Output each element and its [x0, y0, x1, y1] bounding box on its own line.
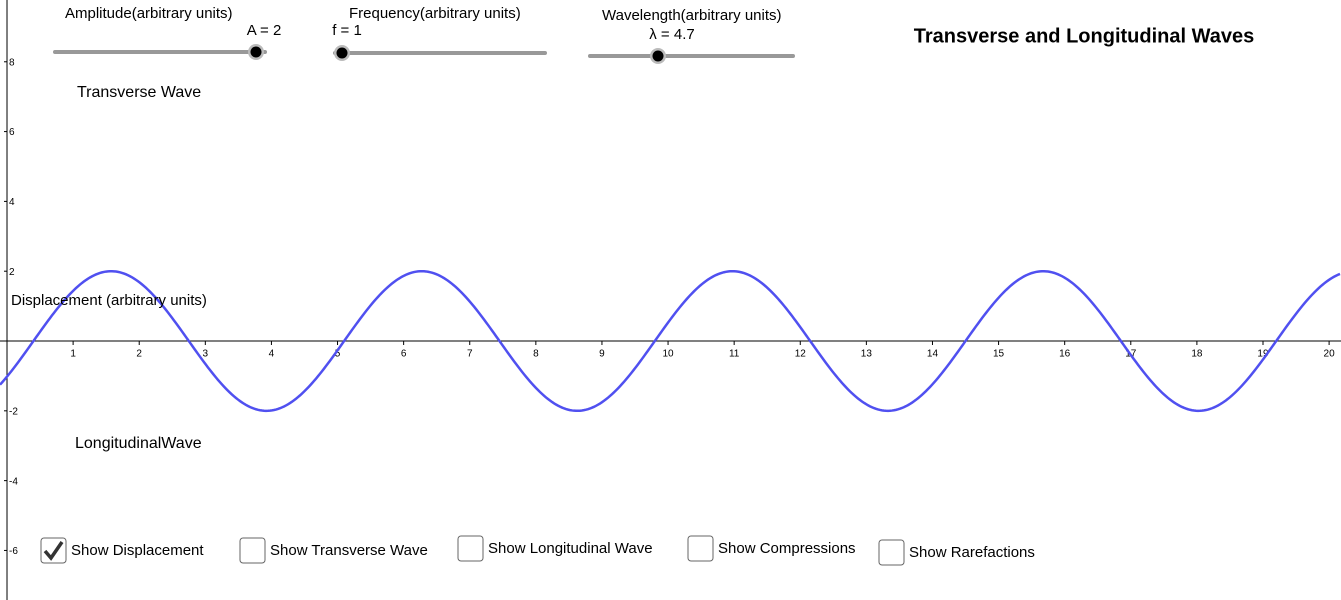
y-tick-label: 8	[9, 57, 15, 68]
y-tick-label: -6	[9, 546, 18, 557]
x-tick-label: 14	[927, 349, 939, 360]
graph-label: Transverse Wave	[77, 84, 201, 101]
x-tick-label: 10	[662, 349, 674, 360]
checkbox-label[interactable]: Show Rarefactions	[909, 544, 1035, 561]
x-tick-label: 4	[269, 349, 275, 360]
y-tick-label: 4	[9, 197, 15, 208]
x-tick-label: 19	[1257, 349, 1269, 360]
x-tick-label: 5	[335, 349, 341, 360]
x-tick-label: 16	[1059, 349, 1071, 360]
checkbox[interactable]	[878, 539, 905, 566]
slider-knob-core[interactable]	[652, 50, 664, 62]
graph-label: LongitudinalWave	[75, 435, 202, 452]
checkbox[interactable]	[239, 537, 266, 564]
slider-label: Wavelength(arbitrary units)	[602, 7, 782, 24]
x-tick-label: 12	[795, 349, 807, 360]
checkmark[interactable]	[43, 541, 64, 561]
slider-knob-core[interactable]	[250, 46, 262, 58]
checkbox-label[interactable]: Show Transverse Wave	[270, 542, 428, 559]
graph-label: Displacement (arbitrary units)	[11, 292, 207, 309]
checkbox[interactable]	[40, 537, 67, 564]
slider-label: Frequency(arbitrary units)	[349, 5, 521, 22]
checkbox-label[interactable]: Show Displacement	[71, 542, 204, 559]
x-tick-label: 11	[729, 349, 740, 360]
x-tick-label: 20	[1324, 349, 1336, 360]
x-tick-label: 2	[136, 349, 142, 360]
x-tick-label: 15	[993, 349, 1005, 360]
slider-value: λ = 4.7	[649, 26, 694, 43]
x-tick-label: 3	[203, 349, 209, 360]
slider-knob-core[interactable]	[336, 47, 348, 59]
checkbox-label[interactable]: Show Longitudinal Wave	[488, 540, 653, 557]
x-tick-label: 9	[599, 349, 605, 360]
y-tick-label: -4	[9, 476, 18, 487]
checkbox-label[interactable]: Show Compressions	[718, 540, 856, 557]
checkbox[interactable]	[687, 535, 714, 562]
app-title: Transverse and Longitudinal Waves	[914, 25, 1254, 47]
wave-curve	[0, 269, 1341, 413]
y-tick-label: 2	[9, 267, 15, 278]
y-tick-label: 6	[9, 127, 15, 138]
slider-value: A = 2	[247, 22, 282, 39]
x-tick-label: 1	[70, 349, 76, 360]
slider-label: Amplitude(arbitrary units)	[65, 5, 233, 22]
x-tick-label: 6	[401, 349, 407, 360]
x-tick-label: 7	[467, 349, 473, 360]
slider-value: f = 1	[332, 22, 362, 39]
checkbox[interactable]	[457, 535, 484, 562]
y-tick-label: -2	[9, 406, 18, 417]
x-tick-label: 18	[1191, 349, 1203, 360]
x-tick-label: 8	[533, 349, 539, 360]
x-tick-label: 13	[861, 349, 873, 360]
